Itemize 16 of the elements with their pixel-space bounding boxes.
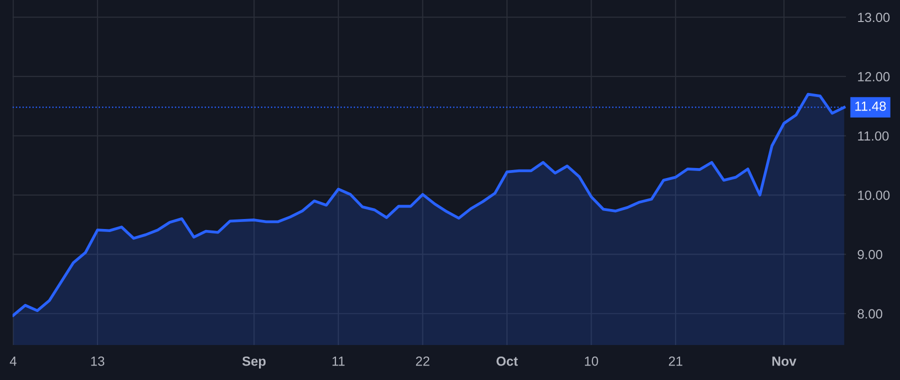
y-tick-label: 13.00	[858, 12, 890, 22]
x-tick-label: 13	[91, 356, 104, 366]
x-tick-label: Nov	[772, 356, 796, 366]
y-tick-label: 12.00	[858, 72, 890, 82]
y-tick-label: 9.00	[858, 250, 882, 260]
x-tick-label: 11	[332, 356, 345, 366]
y-tick-label: 11.00	[858, 131, 889, 141]
x-tick-label: Sep	[242, 356, 266, 368]
x-tick-label: 4	[10, 356, 16, 366]
x-tick-label: Oct	[496, 356, 518, 366]
x-tick-label: 22	[416, 356, 430, 366]
x-tick-label: 10	[584, 356, 598, 366]
ref-line-label: 11.48	[855, 102, 886, 111]
y-tick-label: 10.00	[858, 190, 890, 200]
y-tick-label: 8.00	[858, 309, 882, 319]
x-tick-label: 21	[668, 356, 682, 366]
